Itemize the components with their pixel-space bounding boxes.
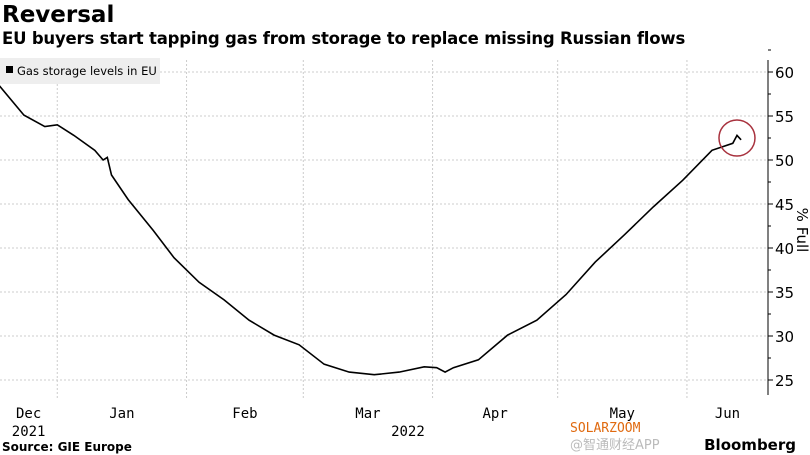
legend-label: Gas storage levels in EU <box>17 64 157 78</box>
y-axis-label: % Full <box>793 208 810 253</box>
bloomberg-logo: Bloomberg <box>704 436 796 454</box>
x-tick-label: Feb <box>232 406 257 422</box>
y-tick-label: 45 <box>775 196 794 214</box>
y-tick-label: 50 <box>775 152 794 170</box>
chart-subtitle: EU buyers start tapping gas from storage… <box>2 29 686 48</box>
y-tick-label: 40 <box>775 240 794 258</box>
series-line <box>0 85 742 376</box>
watermark-solarzoom: SOLARZOOM <box>570 421 641 436</box>
legend-swatch <box>6 66 13 73</box>
y-tick-label: 25 <box>775 372 794 390</box>
y-tick-label: 60 <box>775 64 794 82</box>
y-tick-label: 35 <box>775 284 794 302</box>
x-tick-label: Dec <box>16 406 41 422</box>
x-year-label: 2021 <box>12 424 46 440</box>
x-year-label: 2022 <box>391 424 425 440</box>
x-tick-label: May <box>610 406 635 422</box>
x-tick-label: Apr <box>482 406 507 422</box>
x-tick-label: Jun <box>715 406 740 422</box>
source-note: Source: GIE Europe <box>2 440 132 454</box>
y-tick-label: 30 <box>775 328 794 346</box>
chart-title: Reversal <box>2 2 115 28</box>
y-tick-label: 55 <box>775 108 794 126</box>
legend-box <box>0 58 160 84</box>
highlight-circle <box>718 119 756 157</box>
x-tick-label: Jan <box>109 406 134 422</box>
watermark-zhitong: @智通财经APP <box>570 438 660 453</box>
x-tick-label: Mar <box>355 406 380 422</box>
